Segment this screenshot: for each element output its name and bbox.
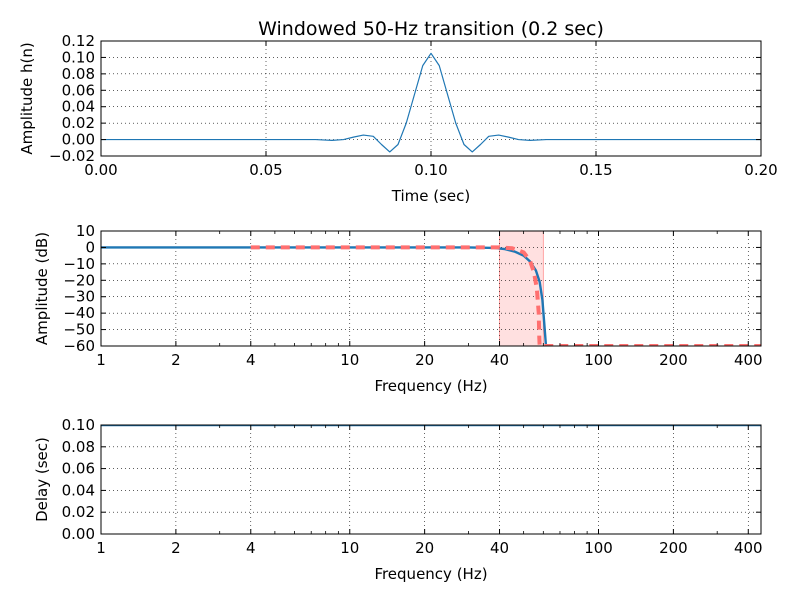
- x-tick-label: 1: [96, 539, 106, 557]
- x-tick-label: 20: [415, 351, 434, 369]
- y-tick-label: −20: [63, 271, 95, 289]
- x-tick-label: 4: [246, 351, 256, 369]
- y-tick-label: −10: [63, 255, 95, 273]
- x-tick-label: 100: [584, 539, 613, 557]
- plot-frame: [100, 40, 762, 157]
- y-tick-label: 0.00: [62, 525, 95, 543]
- y-tick-label: −40: [63, 304, 95, 322]
- x-tick-label: 40: [490, 539, 509, 557]
- series-line: [101, 52, 761, 153]
- x-tick-label: 400: [734, 539, 763, 557]
- y-tick-label: 0.06: [62, 81, 95, 99]
- subplot-3: 1 2 4 10 20 40 100 200 400 0.00 0.02 0.04 0.06 0.08 0.…: [33, 416, 763, 583]
- x-axis-label: Time (sec): [391, 187, 470, 205]
- x-tick-label: 0.10: [414, 161, 447, 179]
- x-axis-label: Frequency (Hz): [374, 565, 487, 583]
- y-axis-label: Amplitude (dB): [33, 232, 51, 345]
- x-tick-label: 10: [340, 351, 359, 369]
- y-tick-label: 10: [76, 222, 95, 240]
- y-tick-label: 0.00: [62, 131, 95, 149]
- y-tick-label: −30: [63, 288, 95, 306]
- subplot-1: 0.00 0.05 0.10 0.15 0.20−0.020.000.020.040.0…: [18, 18, 778, 205]
- x-tick-label: 0.05: [249, 161, 282, 179]
- y-tick-label: −60: [63, 337, 95, 355]
- series-line: [101, 246, 548, 346]
- y-tick-label: 0.10: [62, 416, 95, 434]
- x-axis-label: Frequency (Hz): [374, 377, 487, 395]
- y-tick-label: 0.12: [62, 32, 95, 50]
- plot-frame: [100, 424, 762, 535]
- x-tick-label: 4: [246, 539, 256, 557]
- y-tick-label: 0.08: [62, 438, 95, 456]
- y-tick-label: −0.02: [49, 147, 95, 165]
- y-tick-label: −50: [63, 321, 95, 339]
- x-tick-label: 20: [415, 539, 434, 557]
- y-tick-label: 0.02: [62, 114, 95, 132]
- x-tick-label: 0.00: [84, 161, 117, 179]
- x-tick-label: 40: [490, 351, 509, 369]
- plot-frame: [100, 230, 762, 347]
- chart-title: Windowed 50-Hz transition (0.2 sec): [258, 18, 604, 40]
- x-tick-label: 0.20: [744, 161, 777, 179]
- x-tick-label: 2: [171, 351, 181, 369]
- y-tick-label: 0.06: [62, 460, 95, 478]
- y-axis-label: Delay (sec): [33, 437, 51, 522]
- x-tick-label: 200: [659, 539, 688, 557]
- y-tick-label: 0.08: [62, 65, 95, 83]
- x-tick-label: 400: [734, 351, 763, 369]
- y-tick-label: 0.02: [62, 503, 95, 521]
- x-tick-label: 10: [340, 539, 359, 557]
- y-tick-label: 0: [85, 238, 95, 256]
- subplot-2: 1 2 4 10 20 40 100 200 400−60−50−40−30−20−10010F…: [33, 222, 763, 395]
- x-tick-label: 2: [171, 539, 181, 557]
- y-tick-label: 0.04: [62, 481, 95, 499]
- x-tick-label: 200: [659, 351, 688, 369]
- y-tick-label: 0.04: [62, 98, 95, 116]
- x-tick-label: 1: [96, 351, 106, 369]
- x-tick-label: 100: [584, 351, 613, 369]
- y-tick-label: 0.10: [62, 48, 95, 66]
- y-axis-label: Amplitude h(n): [18, 42, 36, 154]
- x-tick-label: 0.15: [579, 161, 612, 179]
